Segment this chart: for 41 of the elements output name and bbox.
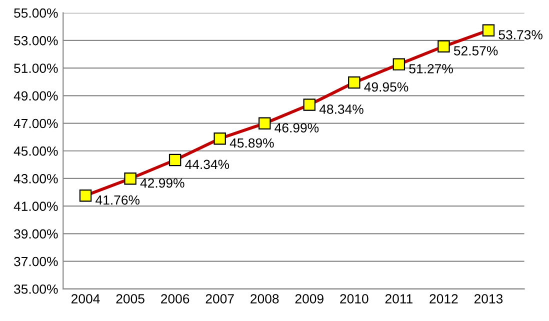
- data-label: 49.95%: [364, 82, 408, 92]
- data-label: 46.99%: [274, 123, 319, 132]
- point: [438, 40, 450, 52]
- x-tick-label: 2009: [295, 294, 324, 304]
- y-tick-label: 51.00%: [14, 64, 58, 73]
- point: [258, 117, 271, 130]
- data-label: 51.27%: [409, 64, 453, 74]
- x-tick-label: 2010: [340, 294, 368, 304]
- y-tick-label: 35.00%: [14, 284, 58, 294]
- x-tick-label: 2012: [430, 294, 458, 304]
- x-tick-label: 2013: [474, 294, 503, 304]
- x-tick-label: 2004: [72, 294, 100, 304]
- y-tick-label: 37.00%: [14, 256, 58, 266]
- y-tick-label: 49.00%: [14, 91, 58, 101]
- y-tick-label: 43.00%: [14, 174, 58, 184]
- y-tick-label: 45.00%: [14, 146, 58, 156]
- data-label: 45.89%: [230, 138, 274, 148]
- y-tick-label: 53.00%: [14, 36, 58, 46]
- data-label: 52.57%: [454, 46, 498, 56]
- y-tick-label: 39.00%: [14, 229, 58, 239]
- point: [168, 154, 182, 166]
- y-tick-label: 47.00%: [14, 118, 58, 128]
- point: [482, 24, 495, 36]
- data-label: 41.76%: [96, 195, 140, 205]
- y-tick-label: 55.00%: [14, 8, 58, 18]
- point: [79, 189, 92, 202]
- point: [214, 132, 226, 145]
- point: [303, 98, 316, 111]
- y-tick-label: 41.00%: [14, 202, 58, 211]
- point: [392, 58, 406, 70]
- point: [124, 172, 136, 185]
- data-label: 42.99%: [140, 178, 184, 188]
- data-label: 53.73%: [498, 30, 542, 40]
- x-tick-label: 2008: [250, 294, 279, 304]
- x-tick-label: 2011: [385, 294, 412, 304]
- x-tick-label: 2006: [161, 294, 190, 304]
- point: [348, 76, 360, 89]
- x-tick-label: 2007: [206, 294, 234, 304]
- data-label: 48.34%: [319, 104, 364, 114]
- data-label: 44.34%: [185, 160, 230, 170]
- x-tick-label: 2005: [116, 294, 144, 304]
